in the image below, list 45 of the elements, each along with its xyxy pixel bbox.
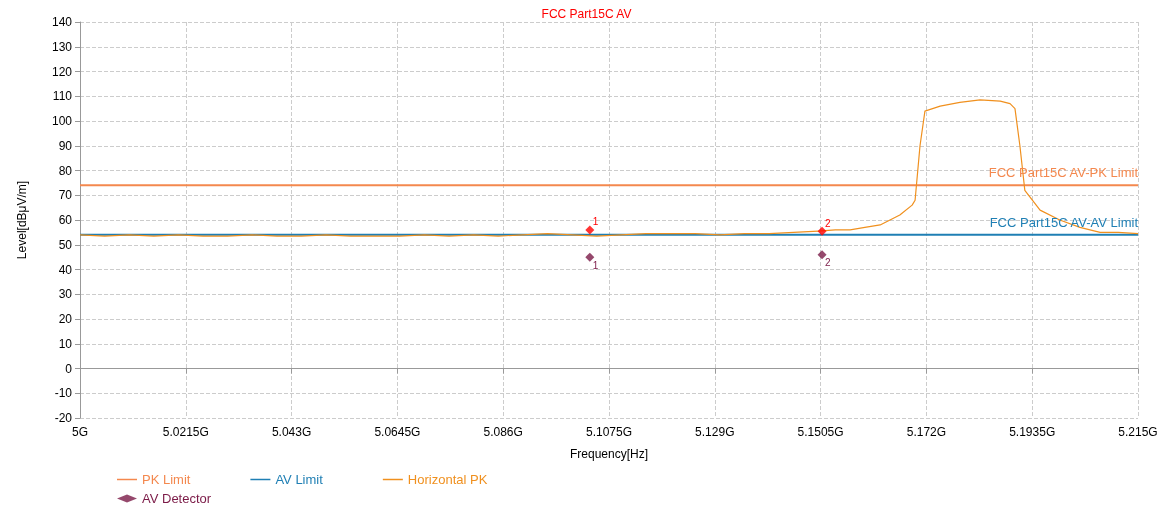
x-tick-label: 5.086G: [483, 425, 523, 439]
legend-label: Horizontal PK: [407, 472, 488, 487]
y-tick-label: 70: [58, 188, 73, 203]
y-tick-label: 10: [58, 336, 73, 351]
point: [585, 225, 595, 235]
y-tick-label: 100: [51, 114, 73, 128]
x-tick-label: 5.172G: [906, 425, 947, 439]
legend-label: AV Detector: [142, 491, 212, 506]
annotation: 1: [592, 216, 599, 228]
x-axis-title: Frequency[Hz]: [569, 447, 649, 461]
x-tick-label: 5.215G: [1118, 425, 1158, 439]
x-tick-label: 5.0215G: [162, 425, 209, 439]
y-tick-label: 90: [58, 138, 73, 153]
y-tick-label: 130: [51, 39, 73, 54]
y-tick-label: 110: [52, 89, 73, 104]
chart-title: FCC Part15C AV: [541, 7, 632, 21]
annotation: 1: [592, 259, 599, 271]
y-tick-label: 20: [58, 312, 73, 326]
line-series: [79, 99, 1139, 237]
annotation: 2: [825, 217, 832, 229]
x-tick-label: 5.129G: [695, 425, 735, 439]
point: [817, 226, 827, 236]
x-tick-label: 5.043G: [271, 425, 312, 439]
y-tick-label: 40: [58, 262, 73, 277]
y-tick-label: 140: [51, 15, 73, 29]
y-axis-title: Level[dBμV/m]: [15, 180, 29, 260]
y-tick-label: -10: [54, 386, 73, 401]
y-tick-label: 60: [58, 213, 73, 227]
legend-label: PK Limit: [142, 472, 191, 487]
y-tick-label: 50: [58, 237, 73, 252]
x-tick-label: 5.0645G: [374, 425, 421, 439]
x-tick-label: 5G: [71, 425, 89, 439]
x-tick-label: 5.1505G: [797, 425, 844, 439]
y-tick-label: -20: [54, 411, 73, 425]
x-tick-label: 5.1075G: [585, 425, 633, 439]
y-tick-label: 30: [58, 287, 73, 302]
y-tick-label: 0: [65, 361, 73, 376]
legend-label: AV Limit: [275, 472, 324, 487]
annotation: 2: [825, 257, 832, 269]
annotation: FCC Part15C AV-AV Limit: [989, 214, 1139, 230]
y-tick-label: 80: [58, 163, 73, 178]
y-tick-label: 120: [51, 64, 73, 79]
point: [817, 250, 827, 260]
point: [585, 252, 595, 262]
x-tick-label: 5.1935G: [1009, 425, 1056, 439]
